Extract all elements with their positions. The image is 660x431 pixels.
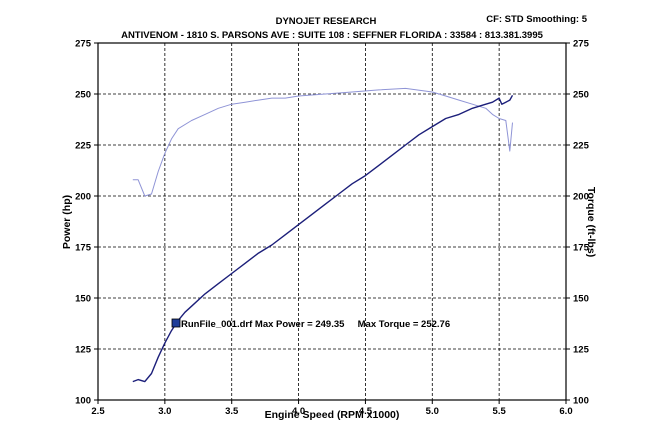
runfile-annotation: RunFile_001.drf Max Power = 249.35 Max T… <box>181 319 450 330</box>
x-axis-label: Engine Speed (RPM x1000) <box>265 409 400 421</box>
y-tick-label-left: 100 <box>75 396 91 407</box>
y-axis-label-right: Torque (ft-lbs) <box>585 187 597 257</box>
x-tick-label: 3.0 <box>158 406 171 417</box>
y-tick-label-right: 225 <box>573 141 590 152</box>
header-settings: CF: STD Smoothing: 5 <box>486 14 588 25</box>
y-tick-label-left: 150 <box>75 294 91 305</box>
plot-area <box>97 42 567 401</box>
y-tick-label-left: 125 <box>75 345 92 356</box>
y-tick-label-left: 200 <box>75 192 91 203</box>
runfile-marker <box>171 318 181 328</box>
y-tick-label-left: 275 <box>75 39 92 50</box>
y-tick-label-right: 100 <box>573 396 589 407</box>
y-axis-label-left: Power (hp) <box>61 195 73 249</box>
power-series-line <box>132 94 514 383</box>
y-tick-label-right: 200 <box>573 192 589 203</box>
header-company: DYNOJET RESEARCH <box>276 16 377 27</box>
x-tick-label: 4.0 <box>292 406 305 417</box>
y-tick-label-right: 125 <box>573 345 590 356</box>
grid-lines <box>98 43 566 400</box>
x-tick-label: 5.0 <box>426 406 439 417</box>
y-tick-label-left: 225 <box>75 141 92 152</box>
data-series <box>132 87 514 383</box>
x-tick-label: 6.0 <box>559 406 572 417</box>
x-tick-label: 5.5 <box>493 406 507 417</box>
x-tick-label: 2.5 <box>91 406 105 417</box>
torque-series-line <box>132 87 513 197</box>
y-tick-label-right: 275 <box>573 39 590 50</box>
y-tick-label-left: 175 <box>75 243 92 254</box>
x-tick-label: 3.5 <box>225 406 239 417</box>
y-tick-label-right: 175 <box>573 243 590 254</box>
y-tick-label-left: 250 <box>75 90 91 101</box>
x-tick-label: 4.5 <box>359 406 373 417</box>
axis-ticks: 2.5 3.0 3.5 4.0 4.5 5.0 5.5 6.01001251501752002… <box>75 39 589 418</box>
header-address: ANTIVENOM - 1810 S. PARSONS AVE : SUITE … <box>121 30 544 41</box>
y-tick-label-right: 250 <box>573 90 589 101</box>
y-tick-label-right: 150 <box>573 294 589 305</box>
